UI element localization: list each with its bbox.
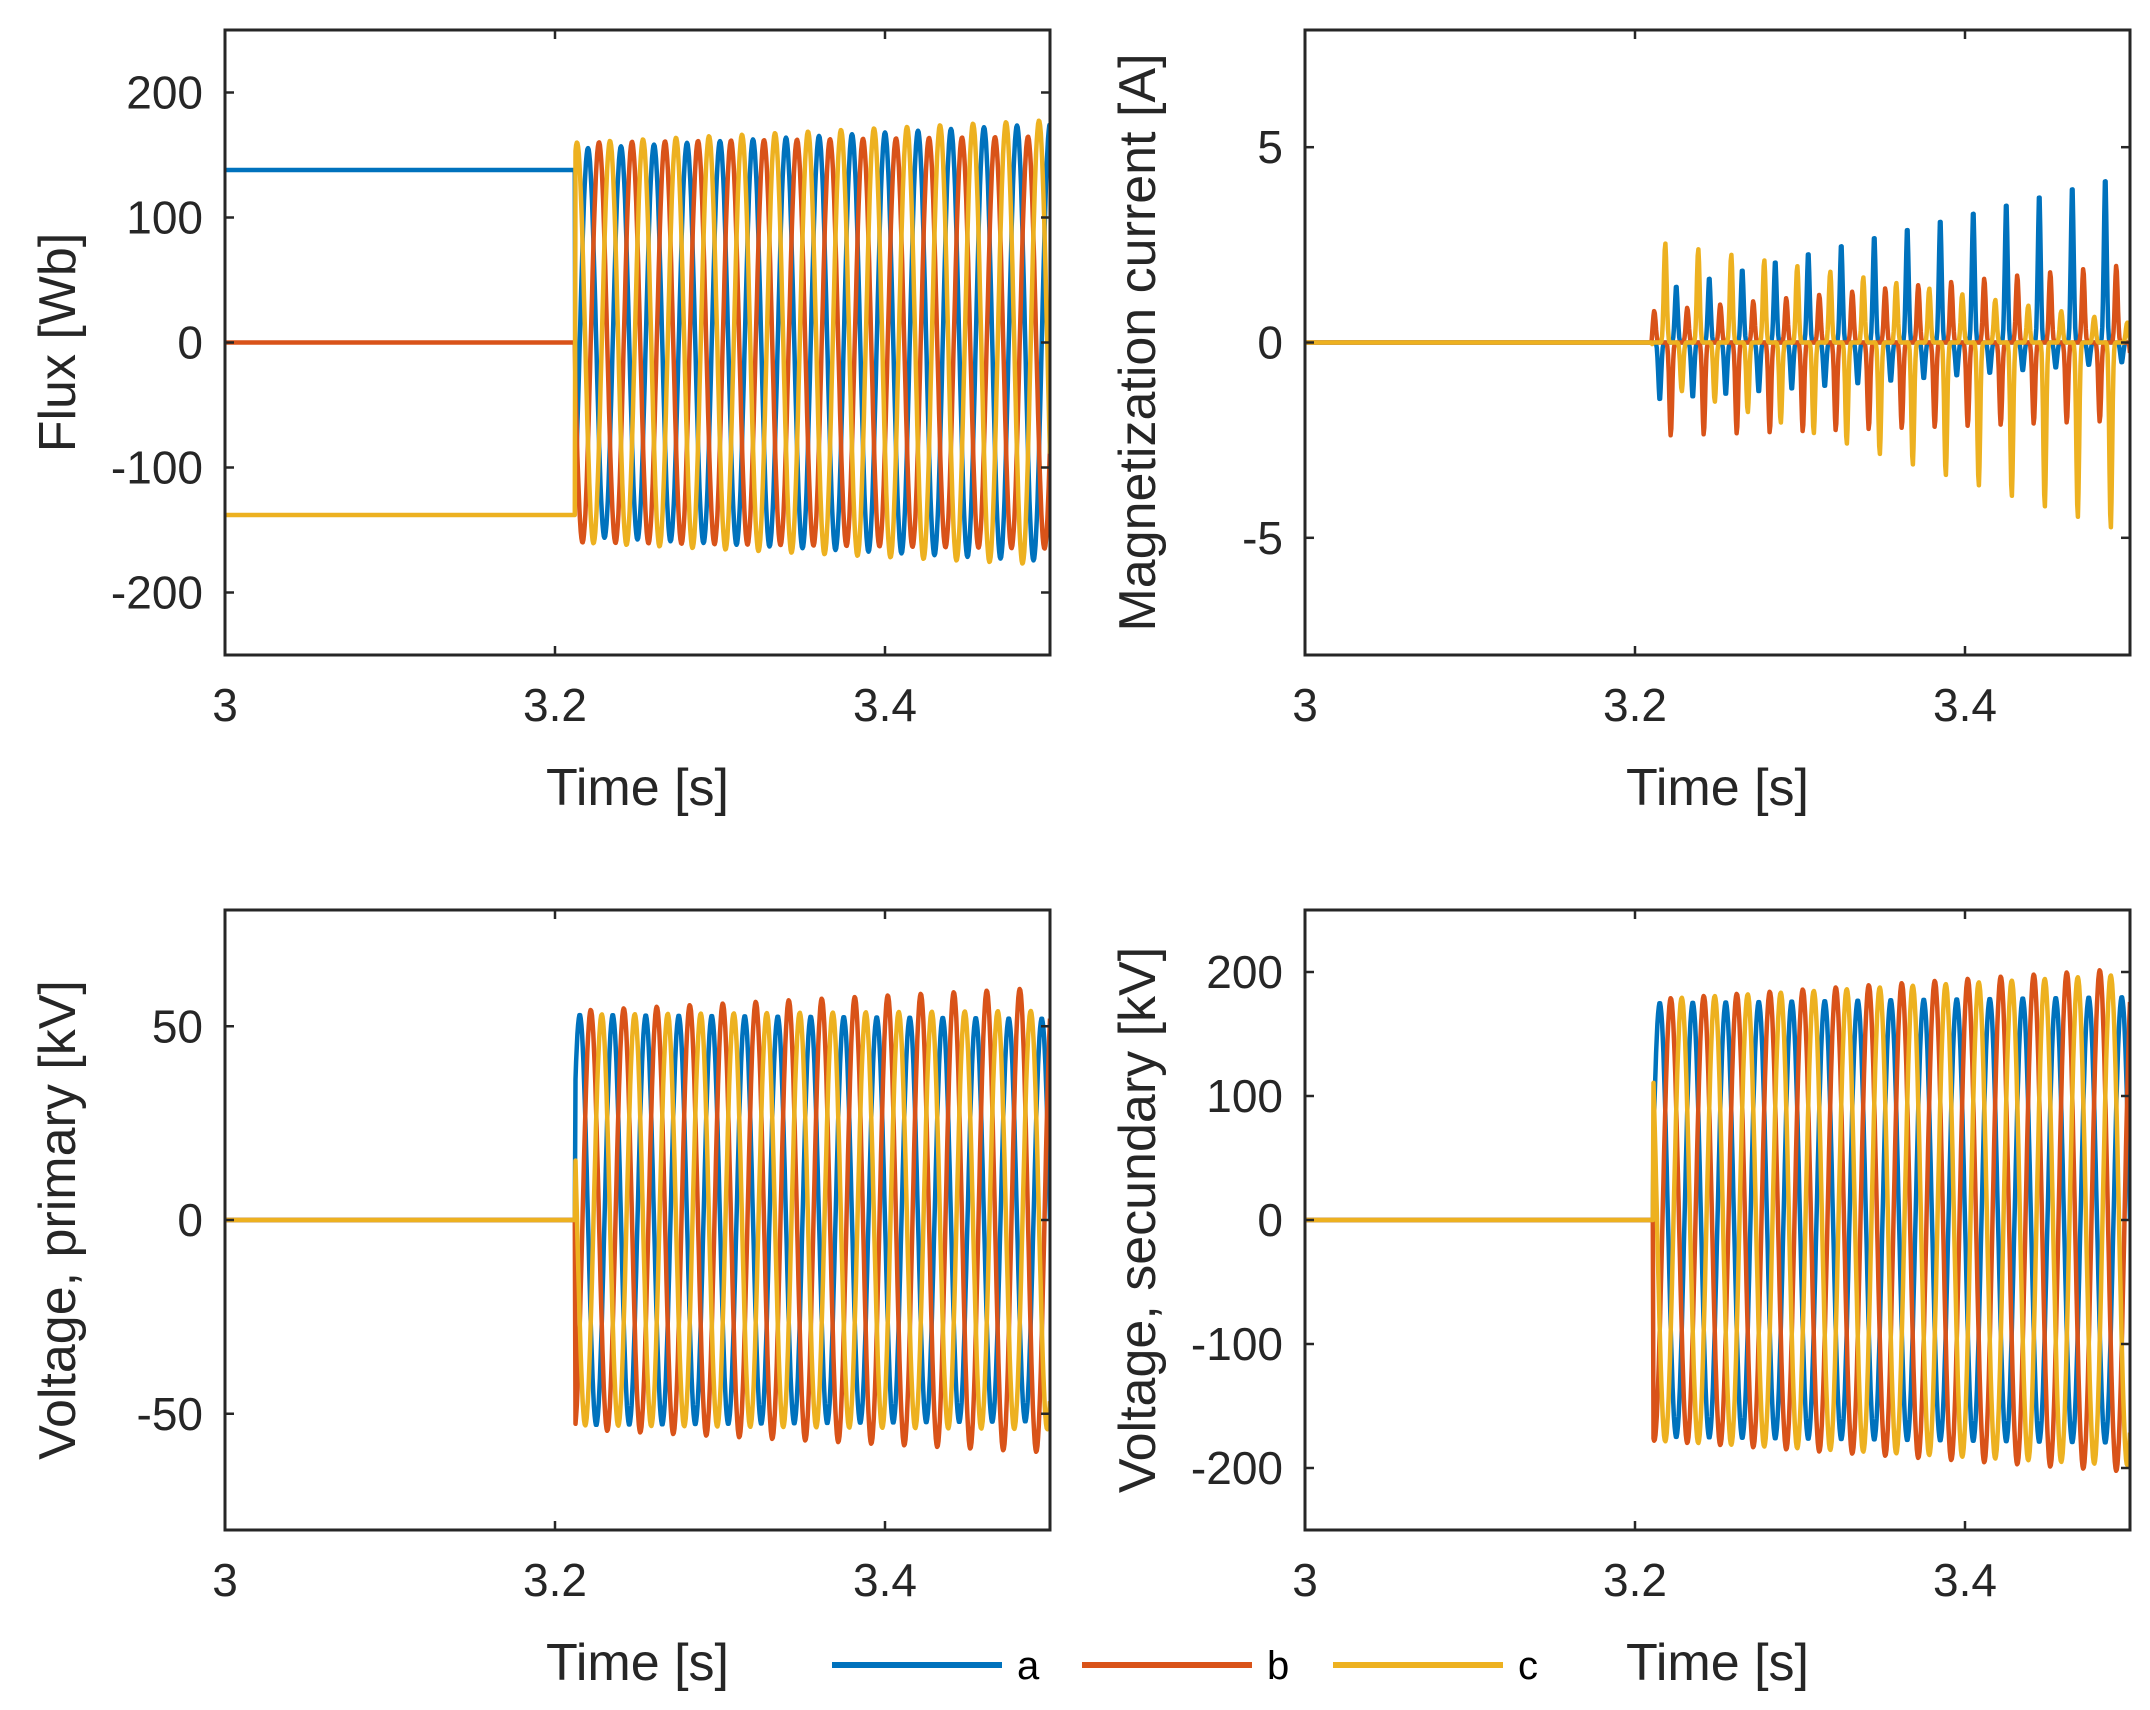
legend-item-a: a (832, 1644, 1040, 1688)
x-tick-label: 3 (1292, 679, 1318, 731)
y-tick-label: 100 (126, 192, 203, 244)
y-tick-label: 200 (1206, 946, 1283, 998)
x-tick-label: 3.2 (523, 1554, 587, 1606)
x-tick-label: 3 (212, 1554, 238, 1606)
y-tick-label: 100 (1206, 1070, 1283, 1122)
y-tick-label: 0 (177, 1194, 203, 1246)
y-tick-label: 200 (126, 67, 203, 119)
y-tick-label: -200 (111, 567, 203, 619)
y-tick-label: -200 (1191, 1442, 1283, 1494)
x-tick-label: 3.4 (1933, 1554, 1997, 1606)
series-c-line (225, 118, 1050, 566)
y-tick-label: 0 (1257, 317, 1283, 369)
legend-label: b (1267, 1644, 1289, 1688)
x-tick-label: 3 (1292, 1554, 1318, 1606)
panel-flux: 3 3.2 3.4 -200 -100 0 100 200 Time [s] Flux [Wb] (29, 28, 1052, 817)
x-tick-label: 3.2 (1603, 679, 1667, 731)
series-group (225, 118, 1050, 566)
series-group (225, 986, 1050, 1455)
y-tick-label: -100 (1191, 1318, 1283, 1370)
y-axis-label: Magnetization current [A] (1109, 53, 1167, 631)
x-tick-label: 3 (212, 679, 238, 731)
x-tick-label: 3.2 (1603, 1554, 1667, 1606)
x-tick-label: 3.4 (853, 1554, 917, 1606)
x-tick-label: 3.4 (1933, 679, 1997, 731)
y-tick-label: 50 (152, 1000, 203, 1052)
series-c-line (225, 1008, 1050, 1432)
x-axis-label: Time [s] (1626, 759, 1809, 817)
y-tick-label: 0 (1257, 1194, 1283, 1246)
x-axis-label: Time [s] (1626, 1634, 1809, 1692)
legend-item-b: b (1082, 1644, 1289, 1688)
legend-item-c: c (1333, 1644, 1538, 1688)
y-tick-label: 5 (1257, 121, 1283, 173)
panel-vprimary: 3 3.2 3.4 -50 0 50 Time [s] Voltage, primary [k… (29, 908, 1052, 1692)
series-group (1305, 968, 2130, 1474)
panel-vsecondary: 3 3.2 3.4 -200 -100 0 100 200 Time [s] Voltage, s… (1109, 908, 2132, 1692)
y-axis-label: Flux [Wb] (29, 233, 87, 453)
y-axis-label: Voltage, primary [kV] (29, 980, 87, 1460)
series-c-line (1305, 973, 2130, 1468)
legend-label: a (1017, 1644, 1040, 1688)
legend: a b c (832, 1644, 1538, 1688)
series-c-line (1305, 241, 2130, 530)
x-tick-label: 3.4 (853, 679, 917, 731)
y-tick-label: 0 (177, 317, 203, 369)
x-axis-label: Time [s] (546, 1634, 729, 1692)
y-tick-label: -5 (1242, 512, 1283, 564)
y-axis-label: Voltage, secundary [kV] (1109, 947, 1167, 1493)
x-tick-label: 3.2 (523, 679, 587, 731)
y-tick-label: -50 (137, 1388, 203, 1440)
series-group (1305, 179, 2130, 530)
legend-label: c (1518, 1644, 1538, 1688)
x-axis-label: Time [s] (546, 759, 729, 817)
y-tick-label: -100 (111, 442, 203, 494)
panel-magnetization: 3 3.2 3.4 -5 0 5 Time [s] Magnetization current… (1109, 28, 2132, 817)
